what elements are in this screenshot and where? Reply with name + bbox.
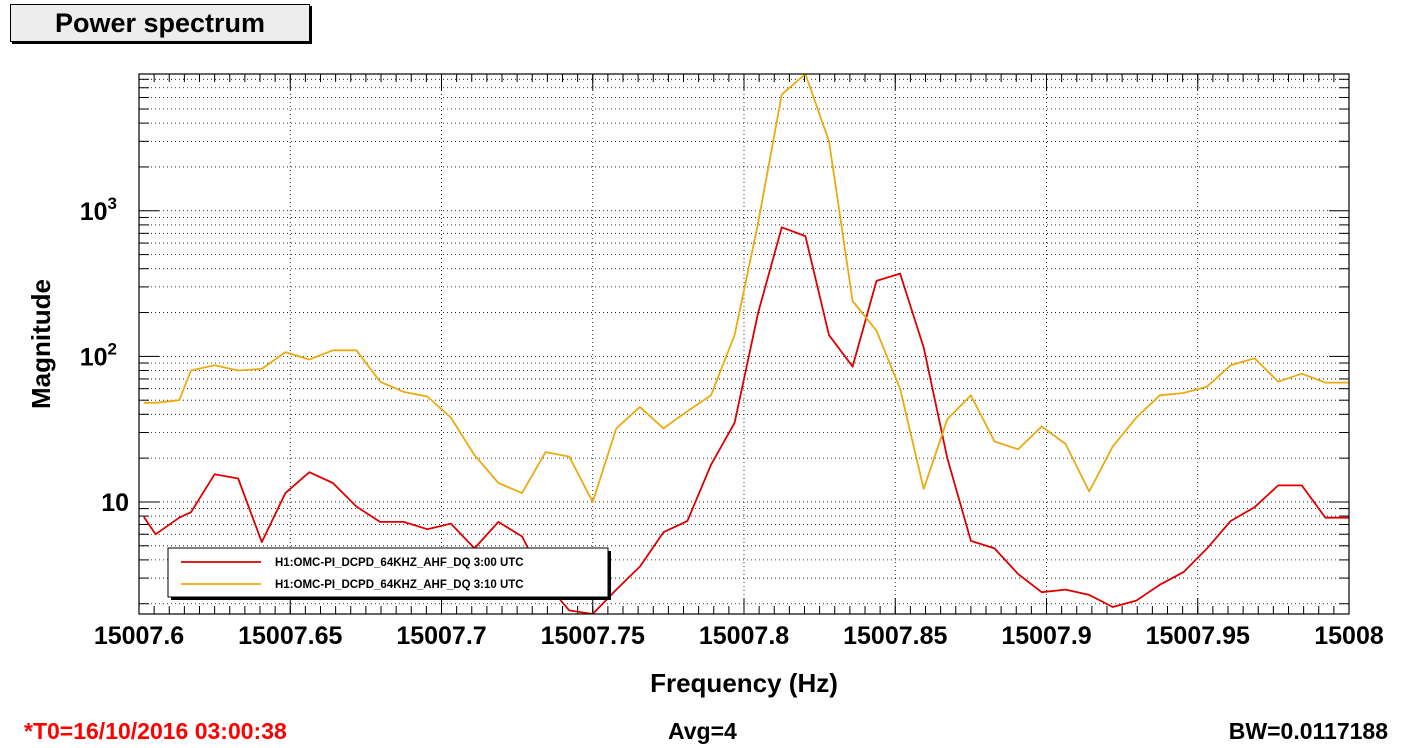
x-tick-label: 15007.6	[94, 622, 184, 650]
x-axis-title: Frequency (Hz)	[650, 668, 838, 698]
x-tick-label: 15007.85	[843, 622, 947, 650]
y-tick-label: 103	[80, 194, 117, 226]
x-tick-label: 15008	[1314, 622, 1384, 650]
bandwidth: BW=0.0117188	[1228, 718, 1388, 744]
plot-frame	[138, 73, 1350, 615]
x-tick-label: 15007.7	[396, 622, 486, 650]
grid-lines	[138, 74, 1350, 614]
average-count: Avg=4	[668, 718, 737, 744]
series-line-2	[143, 74, 1349, 503]
x-tick-label: 15007.65	[238, 622, 342, 650]
y-axis-title: Magnitude	[26, 279, 56, 409]
power-spectrum-chart: 15007.6 15007.65 15007.7 15007.75 15007.8 150…	[26, 73, 1384, 698]
chart-title: Power spectrum	[10, 4, 310, 42]
legend-box	[167, 547, 609, 598]
y-axis-ticks: 10 102 103	[80, 78, 1349, 605]
x-tick-label: 15007.9	[1001, 622, 1091, 650]
legend-label-2: H1:OMC-PI_DCPD_64KHZ_AHF_DQ 3:10 UTC	[275, 579, 524, 591]
legend-label-1: H1:OMC-PI_DCPD_64KHZ_AHF_DQ 3:00 UTC	[275, 557, 524, 569]
x-tick-label: 15007.95	[1146, 622, 1250, 650]
x-tick-label: 15007.8	[699, 622, 789, 650]
y-tick-label: 102	[80, 339, 117, 371]
x-tick-label: 15007.75	[541, 622, 645, 650]
series-line-1	[143, 226, 1349, 614]
legend: H1:OMC-PI_DCPD_64KHZ_AHF_DQ 3:00 UTC H1:O…	[167, 547, 611, 600]
series-lines	[143, 74, 1349, 614]
y-tick-label: 10	[101, 489, 129, 517]
x-axis-ticks: 15007.6 15007.65 15007.7 15007.75 15007.8 150…	[94, 74, 1384, 650]
t0-timestamp: *T0=16/10/2016 03:00:38	[24, 718, 287, 744]
